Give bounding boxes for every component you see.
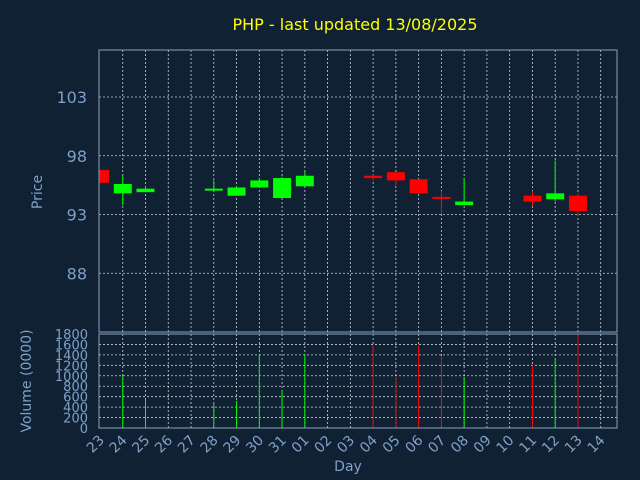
candle-body	[364, 175, 383, 179]
volume-tick-label: 1400	[55, 349, 88, 364]
x-tick-label: 29	[220, 433, 244, 457]
x-tick-label: 12	[539, 433, 563, 457]
candle-body	[227, 187, 246, 196]
x-tick-label: 30	[243, 433, 267, 457]
price-tick-label: 103	[56, 88, 87, 107]
price-tick-label: 88	[67, 264, 87, 283]
x-tick-label: 08	[448, 433, 472, 457]
candle-body	[523, 195, 542, 202]
volume-tick-label: 1200	[55, 359, 88, 374]
x-tick-label: 02	[312, 433, 336, 457]
volume-tick-label: 400	[63, 401, 88, 416]
price-tick-label: 93	[67, 206, 87, 225]
candle-body	[568, 195, 587, 211]
price-axis-title: Price	[30, 175, 46, 209]
x-axis: 2324252627282930310102030405060708091011…	[84, 432, 609, 456]
x-tick-label: 26	[152, 432, 176, 456]
volume-plot-frame	[98, 333, 618, 429]
candle-body	[204, 188, 223, 191]
candle-body	[136, 188, 155, 193]
candle-body	[273, 178, 292, 199]
x-tick-label: 05	[380, 433, 404, 457]
candle-body	[546, 193, 565, 200]
x-tick-label: 06	[403, 432, 427, 456]
volume-tick-label: 200	[63, 412, 88, 427]
volume-tick-label: 1000	[55, 370, 88, 385]
x-tick-label: 24	[107, 432, 131, 456]
candle-body	[113, 183, 132, 194]
volume-tick-label: 800	[63, 380, 88, 395]
price-tick-label: 98	[67, 147, 87, 166]
x-tick-label: 01	[289, 433, 313, 457]
price-plot-frame	[98, 49, 618, 333]
x-tick-label: 28	[198, 433, 222, 457]
x-tick-label: 27	[175, 433, 199, 457]
volume-tick-label: 1800	[55, 328, 88, 343]
x-tick-label: 03	[334, 433, 358, 457]
volume-axis-title: Volume (0000)	[19, 329, 35, 432]
price-panel: 88 93 98 103	[56, 49, 618, 333]
x-tick-label: 07	[425, 433, 449, 457]
candle-body	[409, 179, 428, 194]
candle-body	[432, 196, 451, 199]
x-tick-label: 04	[357, 432, 381, 456]
x-tick-label: 09	[471, 433, 495, 457]
x-tick-label: 31	[266, 433, 290, 457]
x-tick-label: 10	[494, 433, 518, 457]
volume-tick-label: 1600	[55, 338, 88, 353]
candle-body	[455, 201, 474, 206]
candle-body	[100, 169, 109, 183]
volume-tick-label: 600	[63, 391, 88, 406]
x-axis-title: Day	[334, 459, 362, 475]
x-tick-label: 25	[129, 433, 153, 457]
x-tick-label: 14	[585, 432, 609, 456]
candle-body	[295, 175, 314, 187]
chart-title: PHP - last updated 13/08/2025	[232, 15, 477, 34]
volume-tick-label: 0	[80, 422, 88, 437]
x-tick-label: 11	[516, 433, 540, 457]
candle-body	[386, 172, 405, 181]
candle-body	[250, 180, 269, 188]
x-tick-label: 13	[562, 433, 586, 457]
